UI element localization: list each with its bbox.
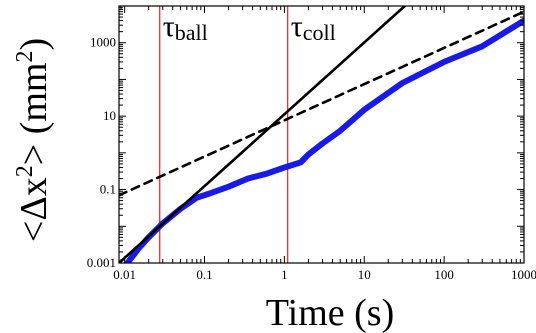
y-axis-label-part-3: ) xyxy=(13,38,55,51)
x-tick-label: 0.01 xyxy=(113,267,136,282)
tau-coll-symbol: τ xyxy=(291,10,303,43)
tau-coll-annotation: τcoll xyxy=(291,10,336,45)
tau-ball-annotation: τball xyxy=(163,10,208,45)
series-dashed-fit xyxy=(119,10,524,197)
y-tick-label: 1000 xyxy=(90,35,116,50)
x-tick-label: 1000 xyxy=(511,267,536,282)
y-axis-label-part-2: > (mm xyxy=(13,63,55,166)
x-tick-label: 1 xyxy=(281,267,288,282)
x-tick-label: 10 xyxy=(358,267,371,282)
x-tick-label: 100 xyxy=(434,267,454,282)
series-solid-fit xyxy=(119,6,407,263)
x-axis-label: Time (s) xyxy=(266,292,394,333)
x-tick-label: 0.1 xyxy=(196,267,212,282)
tau-ball-symbol: τ xyxy=(163,10,175,43)
y-axis-label-part-1: <Δx xyxy=(13,177,55,242)
y-tick-label: 0.001 xyxy=(87,255,116,270)
tick-labels: 0.01 0.1 1 10 100 1000 0.001 0.1 10 1000 xyxy=(87,35,536,282)
tau-ball-subscript: ball xyxy=(175,20,208,45)
y-axis-label: <Δx2> (mm2) xyxy=(12,38,55,242)
tau-coll-subscript: coll xyxy=(303,20,336,45)
y-axis-label-sup-2: 2 xyxy=(12,51,38,63)
y-tick-label: 10 xyxy=(103,108,116,123)
series-msd-data xyxy=(123,17,524,263)
y-axis-label-sup-1: 2 xyxy=(12,165,38,177)
plot-area xyxy=(119,6,524,263)
y-tick-label: 0.1 xyxy=(100,182,116,197)
plot-frame xyxy=(118,5,525,264)
